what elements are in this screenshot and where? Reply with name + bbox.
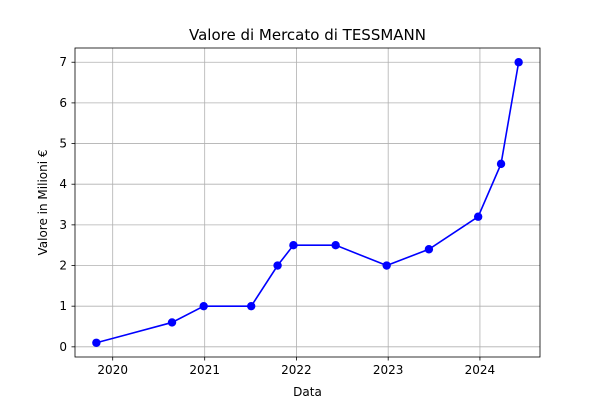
- x-tick-label: 2022: [281, 363, 312, 377]
- data-point: [514, 58, 523, 67]
- data-point: [199, 301, 208, 311]
- data-point: [424, 245, 434, 254]
- data-point: [273, 261, 282, 270]
- y-tick-label: 0: [59, 340, 67, 354]
- ticks: 2020 2021 2022 2023 2024 0 1 2 3 4 5 6 7: [59, 55, 495, 377]
- y-axis-label: Valore in Milioni €: [36, 149, 50, 255]
- data-point: [382, 261, 391, 270]
- y-tick-label: 6: [59, 96, 67, 110]
- x-axis-label: Data: [293, 385, 322, 399]
- y-tick-label: 7: [59, 55, 67, 69]
- x-tick-label: 2023: [373, 363, 404, 377]
- grid: [75, 48, 540, 357]
- plot-frame: [74, 47, 541, 358]
- y-tick-label: 5: [59, 137, 67, 151]
- data-point: [473, 212, 483, 221]
- series-line: [96, 62, 520, 344]
- y-tick-label: 2: [59, 259, 67, 273]
- x-tick-label: 2020: [97, 363, 128, 377]
- chart-title: Valore di Mercato di TESSMANN: [189, 26, 426, 44]
- data-point: [167, 318, 177, 327]
- y-tick-label: 1: [59, 299, 67, 313]
- y-tick-label: 3: [59, 218, 67, 232]
- data-point: [289, 240, 298, 250]
- series-layer: [92, 58, 523, 347]
- data-point: [92, 338, 101, 347]
- x-tick-label: 2021: [189, 363, 220, 377]
- data-point: [496, 159, 506, 169]
- y-tick-label: 4: [59, 177, 67, 191]
- x-tick-label: 2024: [465, 363, 496, 377]
- data-point: [331, 240, 340, 250]
- data-point: [247, 301, 256, 311]
